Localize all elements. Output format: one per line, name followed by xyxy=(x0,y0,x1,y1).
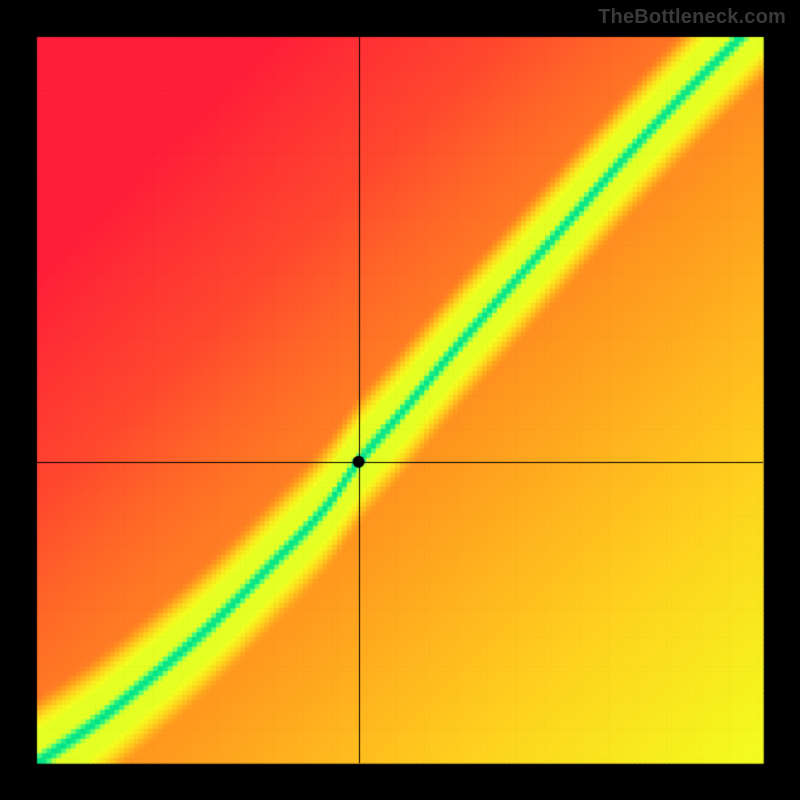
bottleneck-heatmap-canvas xyxy=(0,0,800,800)
attribution-label: TheBottleneck.com xyxy=(598,6,786,29)
chart-container: TheBottleneck.com xyxy=(0,0,800,800)
